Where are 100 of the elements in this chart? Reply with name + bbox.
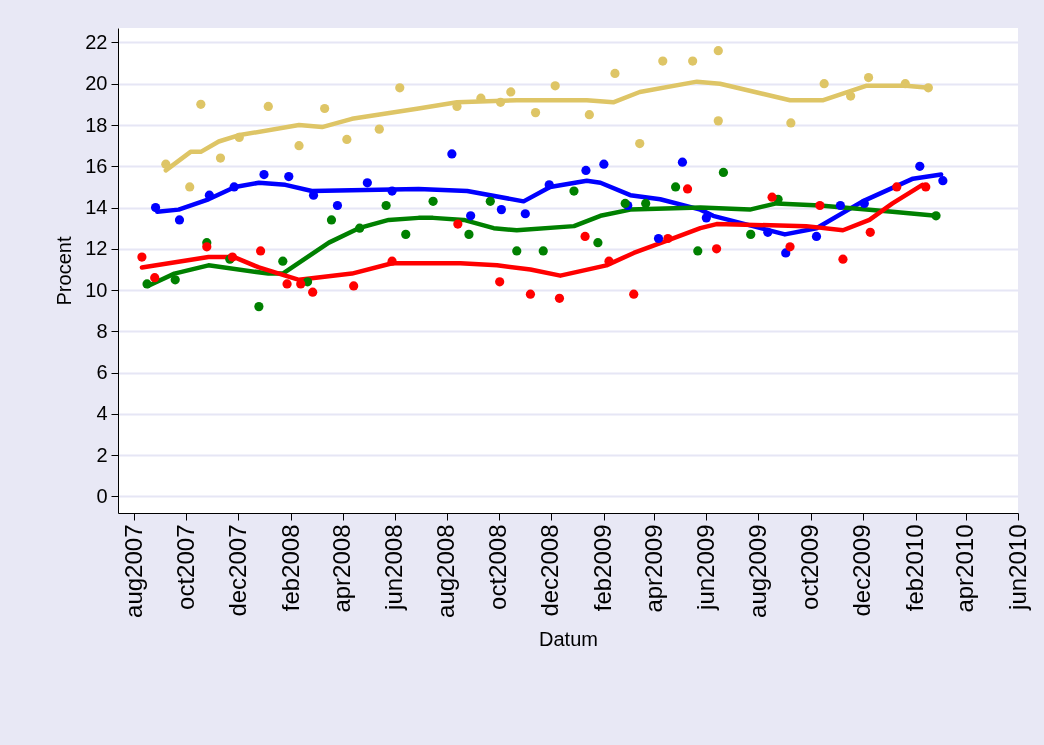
- point: [142, 279, 152, 289]
- point: [387, 256, 397, 266]
- point: [599, 159, 609, 169]
- point: [835, 200, 845, 211]
- point: [355, 223, 365, 233]
- point: [254, 302, 264, 312]
- point: [234, 132, 244, 142]
- point: [259, 169, 269, 180]
- x-tick-label: dec2009: [848, 524, 876, 617]
- y-tick-label: 8: [96, 319, 108, 342]
- y-tick-label: 18: [85, 113, 108, 136]
- point: [447, 149, 457, 159]
- y-tick-label: 22: [85, 30, 108, 53]
- point: [349, 281, 359, 291]
- point: [701, 213, 711, 223]
- point: [263, 101, 273, 112]
- point: [677, 157, 688, 167]
- y-tick-label: 10: [85, 278, 108, 301]
- point: [550, 81, 560, 91]
- point: [811, 231, 822, 242]
- point: [362, 178, 372, 188]
- point: [865, 227, 875, 237]
- point: [320, 103, 330, 114]
- point: [387, 186, 397, 196]
- point: [718, 167, 729, 178]
- point: [921, 182, 931, 192]
- point: [767, 192, 777, 202]
- point: [815, 200, 825, 211]
- point: [713, 116, 723, 126]
- point: [170, 275, 180, 285]
- point: [923, 83, 933, 93]
- point: [296, 279, 306, 289]
- point: [938, 176, 948, 186]
- x-tick-label: apr2008: [328, 524, 356, 613]
- point: [496, 205, 507, 215]
- point: [653, 233, 664, 244]
- x-tick-label: feb2009: [589, 524, 617, 612]
- x-tick-label: apr2010: [951, 524, 979, 613]
- point: [395, 83, 405, 93]
- point: [859, 198, 869, 209]
- point: [229, 182, 239, 192]
- point: [381, 200, 391, 211]
- point: [161, 159, 171, 169]
- point: [580, 231, 590, 242]
- x-tick-label: aug2007: [119, 524, 147, 618]
- point: [581, 165, 591, 176]
- point: [763, 227, 773, 237]
- point: [819, 79, 829, 89]
- point: [196, 99, 206, 109]
- point: [544, 180, 554, 190]
- x-tick-label: dec2007: [223, 524, 251, 617]
- x-tick-label: jun2010: [1003, 524, 1031, 611]
- point: [554, 293, 565, 303]
- point: [713, 46, 723, 56]
- point: [428, 196, 438, 206]
- point: [202, 242, 212, 252]
- y-tick-label: 20: [85, 72, 108, 95]
- point: [495, 277, 505, 287]
- point: [670, 182, 681, 192]
- x-tick-label: feb2008: [276, 524, 304, 612]
- point: [915, 161, 925, 171]
- point: [786, 118, 796, 128]
- point: [294, 141, 304, 151]
- x-axis-title: Datum: [539, 627, 598, 650]
- point: [604, 256, 614, 266]
- x-tick-label: jun2008: [380, 524, 408, 611]
- y-tick-label: 4: [96, 402, 108, 425]
- point: [332, 200, 343, 211]
- x-tick-label: oct2008: [484, 524, 512, 610]
- point: [693, 246, 703, 256]
- point: [466, 211, 476, 221]
- point: [785, 242, 795, 252]
- point: [150, 202, 161, 213]
- point: [512, 246, 522, 256]
- point: [635, 138, 645, 149]
- point: [464, 229, 474, 239]
- point: [284, 171, 294, 182]
- point: [282, 279, 292, 289]
- point: [215, 153, 226, 163]
- x-tick-label: feb2010: [901, 524, 929, 612]
- point: [485, 196, 495, 206]
- point: [746, 229, 756, 239]
- point: [308, 287, 318, 297]
- point: [569, 186, 579, 196]
- point: [593, 238, 603, 248]
- y-axis-title: Procent: [53, 236, 76, 306]
- point: [682, 184, 693, 194]
- point: [401, 229, 411, 239]
- y-tick-label: 14: [85, 196, 108, 219]
- point: [342, 134, 352, 145]
- x-tick-label: dec2008: [536, 524, 564, 617]
- point: [150, 273, 160, 283]
- point: [892, 182, 902, 192]
- point: [137, 252, 147, 262]
- y-tick-label: 0: [96, 484, 108, 507]
- point: [629, 289, 639, 299]
- y-tick-label: 2: [96, 443, 108, 466]
- x-tick-label: aug2009: [743, 524, 771, 618]
- point: [174, 215, 185, 225]
- point: [711, 244, 722, 254]
